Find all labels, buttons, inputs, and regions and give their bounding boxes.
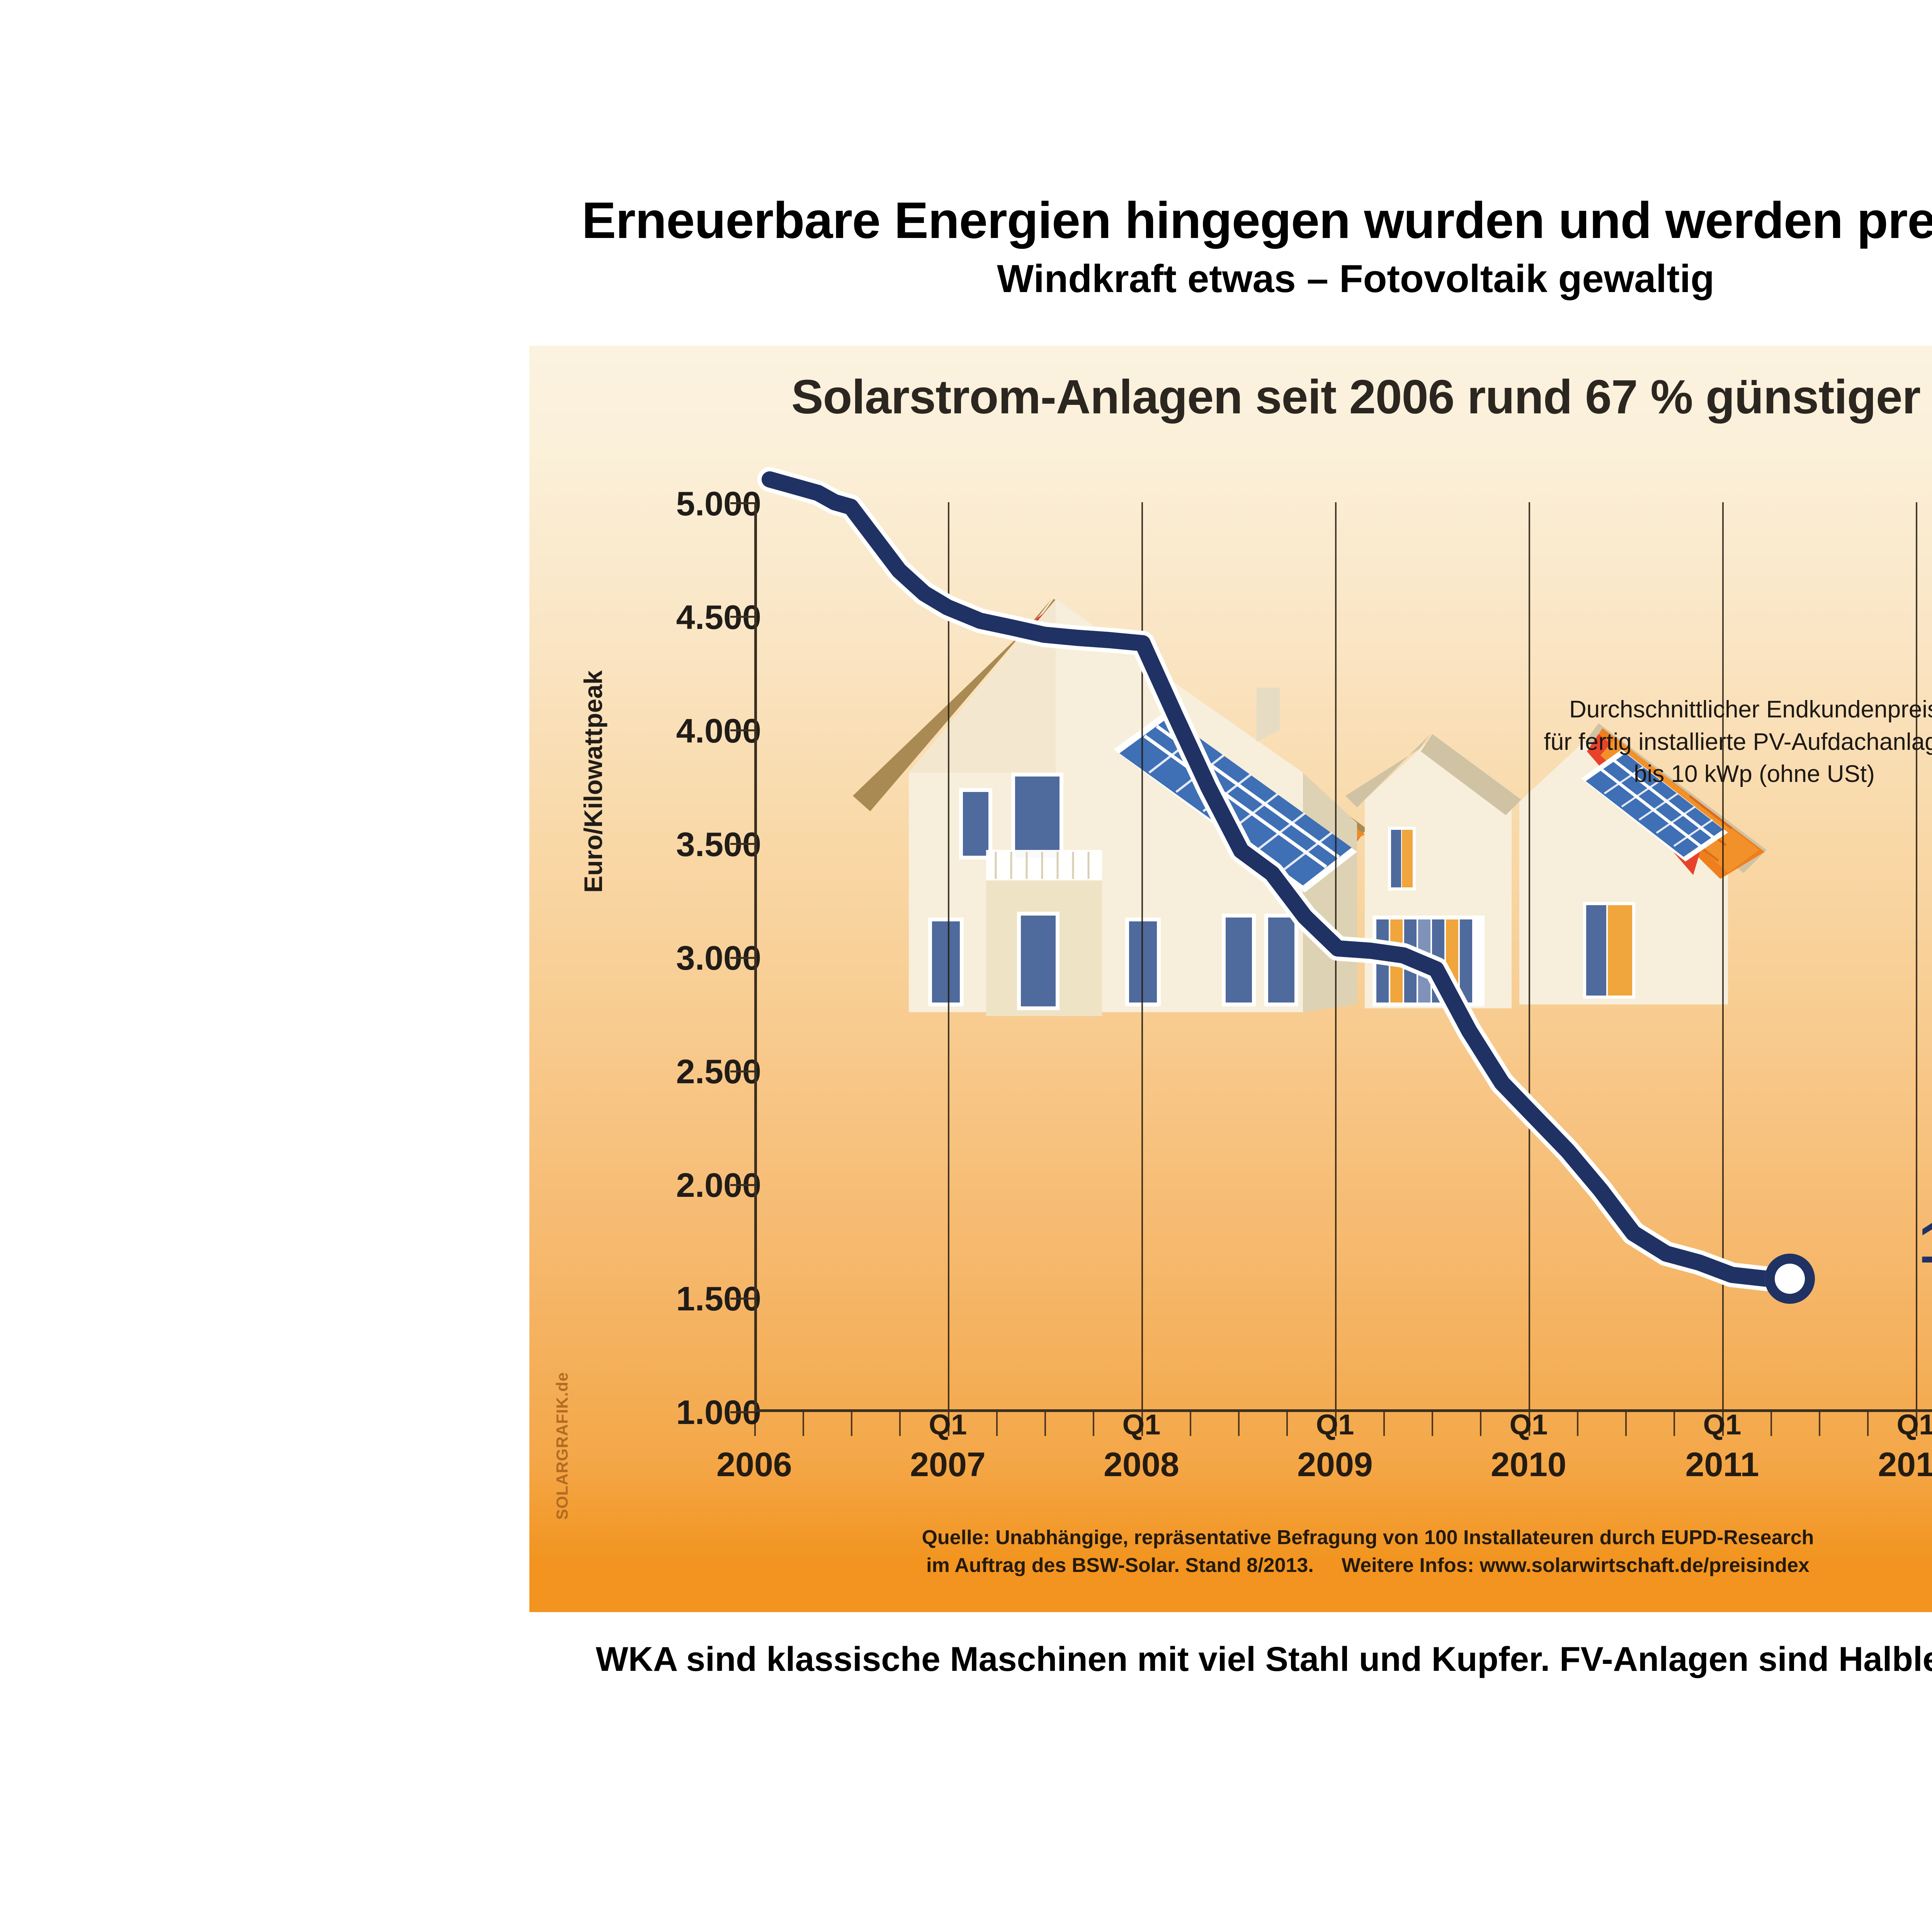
price-line-chart — [757, 467, 1815, 1304]
y-tick — [730, 1070, 754, 1072]
house-right-illustration — [1519, 723, 1767, 1004]
chart-annotation: Durchschnittlicher Endkundenpreis für fe… — [1445, 693, 1932, 790]
x-label-quarter: Q1 — [1316, 1409, 1354, 1441]
y-tick — [730, 1411, 754, 1413]
annotation-line-3: bis 10 kWp (ohne USt) — [1634, 761, 1875, 788]
x-label-year: 2008 — [1104, 1445, 1179, 1483]
x-label-year: 2006 — [716, 1445, 792, 1483]
y-tick — [730, 729, 754, 731]
x-label-quarter: Q1 — [1896, 1409, 1932, 1441]
x-label-year: 2010 — [1491, 1445, 1566, 1483]
y-tick — [730, 957, 754, 959]
gridline-2011 — [1722, 502, 1724, 1412]
source-note: Quelle: Unabhängige, repräsentative Befr… — [711, 1524, 1932, 1580]
y-tick — [730, 843, 754, 845]
plot-area — [730, 467, 1932, 1436]
infographic-panel: Solarstrom-Anlagen seit 2006 rund 67 % g… — [529, 346, 1932, 1612]
y-axis-line — [754, 502, 757, 1412]
source-url-tail[interactable]: /preisindex — [1703, 1554, 1810, 1577]
annotation-line-1: Durchschnittlicher Endkundenpreis — [1569, 696, 1932, 723]
end-value-label: 1.658 — [1918, 1209, 1932, 1276]
endpoint-marker-ring — [1765, 1254, 1815, 1304]
x-label-year: 2007 — [910, 1445, 986, 1483]
source-commission: im Auftrag des BSW-Solar. Stand 8/2013. — [926, 1554, 1314, 1577]
page-caption: WKA sind klassische Maschinen mit viel S… — [595, 1640, 1932, 1678]
x-label-quarter: Q1 — [929, 1409, 967, 1441]
annotation-line-2: für fertig installierte PV-Aufdachanlage… — [1544, 728, 1932, 755]
y-tick — [730, 616, 754, 618]
chart-heading: Solarstrom-Anlagen seit 2006 rund 67 % g… — [791, 370, 1921, 424]
x-label-quarter: Q1 — [1122, 1409, 1161, 1441]
source-line-1: Quelle: Unabhängige, repräsentative Befr… — [922, 1526, 1814, 1549]
gridline-2012 — [1916, 502, 1917, 1412]
y-tick — [730, 502, 754, 504]
y-axis-tick-labels: 5.000 4.500 4.000 3.500 3.000 2.500 2.00… — [587, 346, 761, 1612]
page-subtitle: Windkraft etwas – Fotovoltaik gewaltig — [997, 257, 1714, 301]
x-label-year: 2009 — [1297, 1445, 1373, 1483]
source-line-2: im Auftrag des BSW-Solar. Stand 8/2013. … — [711, 1552, 1932, 1580]
x-label-year: 2011 — [1685, 1445, 1759, 1483]
y-tick — [730, 1298, 754, 1300]
x-axis-line — [754, 1409, 1932, 1412]
x-label-quarter: Q1 — [1703, 1409, 1742, 1441]
x-label-quarter: Q1 — [1509, 1409, 1548, 1441]
gridline-2007 — [948, 502, 949, 1412]
y-tick — [730, 1184, 754, 1186]
source-url[interactable]: www.solarwirtschaft.de — [1480, 1554, 1704, 1577]
house-left-illustration — [853, 597, 1367, 1016]
price-line — [762, 471, 1775, 1287]
source-more-info-label: Weitere Infos: — [1342, 1554, 1474, 1577]
gridline-2010 — [1529, 502, 1530, 1412]
page-title: Erneuerbare Energien hingegen wurden und… — [582, 192, 1932, 249]
x-label-year: 2012 — [1878, 1445, 1932, 1483]
gridline-2008 — [1141, 502, 1143, 1412]
solargrafik-watermark: SOLARGRAFIK.de — [553, 1372, 571, 1520]
